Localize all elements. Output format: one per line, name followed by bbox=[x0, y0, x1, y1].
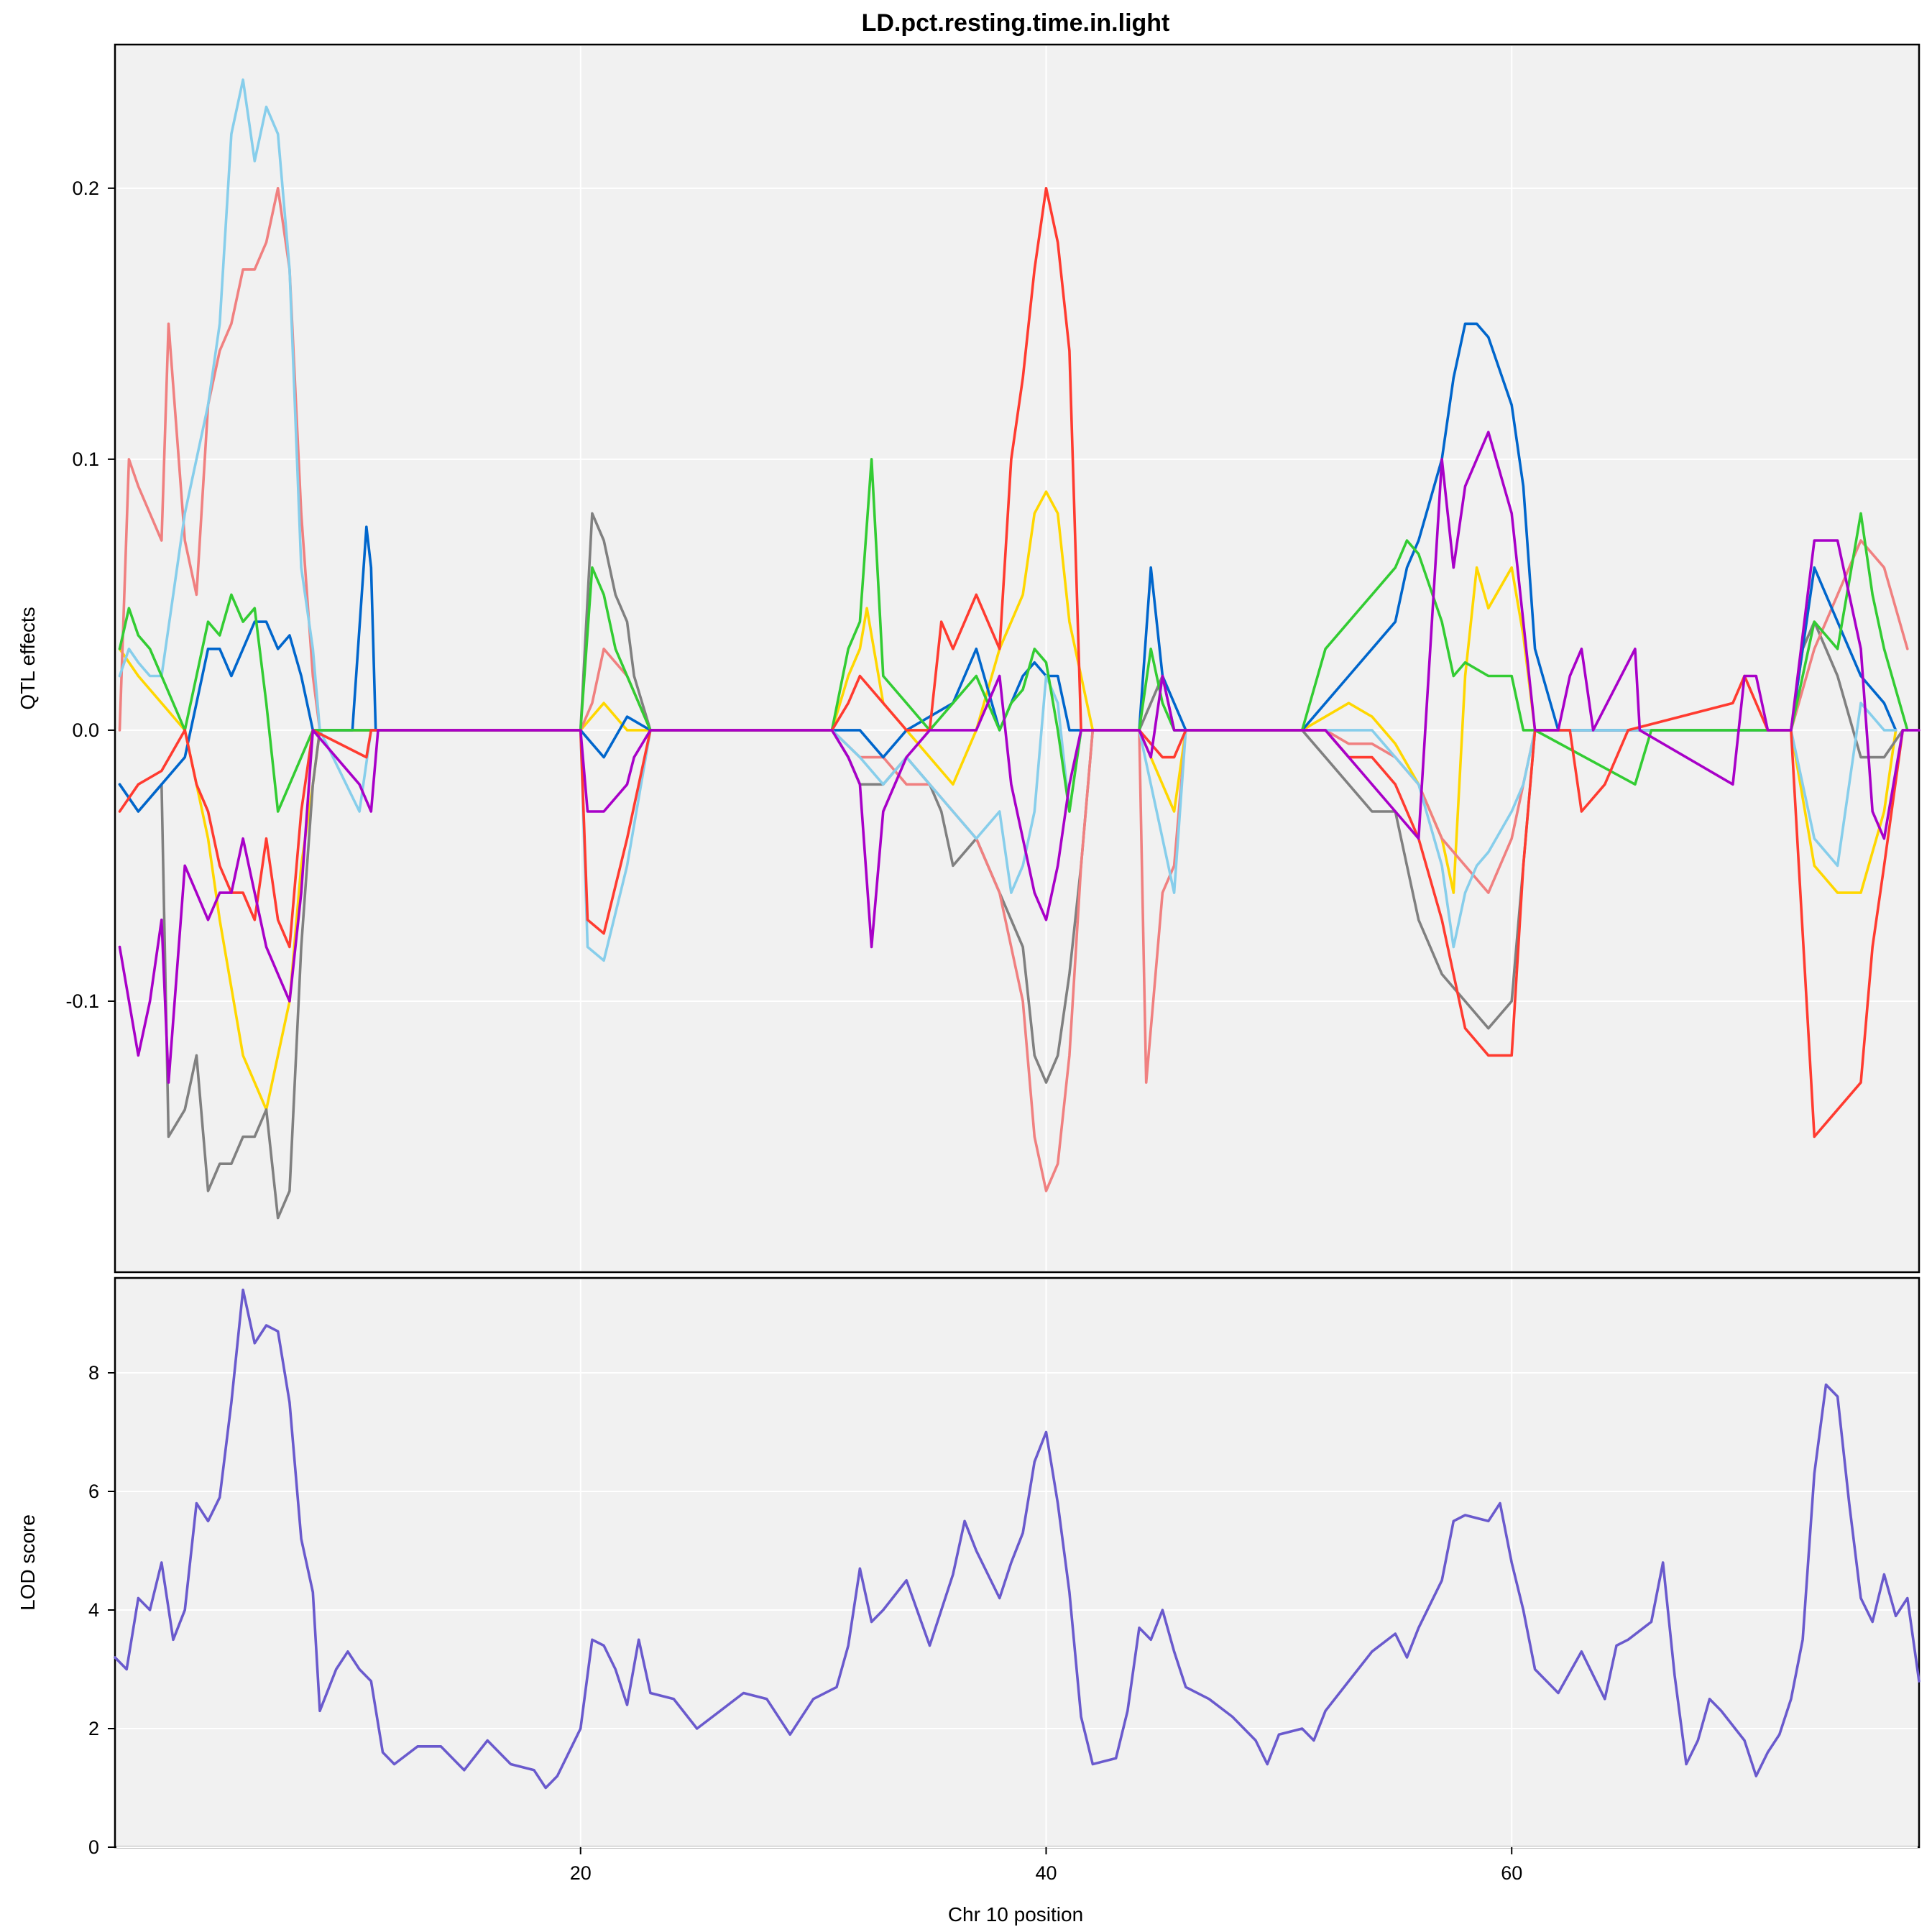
x-axis: 20 40 60 bbox=[570, 1847, 1522, 1884]
x-tick-label: 60 bbox=[1501, 1862, 1522, 1884]
effects-y-tick-label: 0.1 bbox=[72, 448, 99, 470]
lod-gridlines bbox=[116, 1279, 1918, 1848]
effects-series-h bbox=[118, 431, 1920, 1084]
effects-series-e bbox=[118, 78, 1898, 962]
effects-y-axis-title: QTL effects bbox=[17, 607, 39, 709]
effects-panel bbox=[114, 43, 1920, 1274]
effects-series-c bbox=[118, 187, 1909, 1192]
effects-y-tick-label: -0.1 bbox=[65, 990, 99, 1012]
lod-y-axis-title: LOD score bbox=[17, 1514, 39, 1611]
lod-y-tick-label: 2 bbox=[88, 1718, 99, 1739]
x-tick-label: 40 bbox=[1035, 1862, 1057, 1884]
lod-series-group bbox=[114, 1288, 1920, 1790]
effects-series-a bbox=[118, 490, 1898, 1111]
x-tick-label: 20 bbox=[570, 1862, 592, 1884]
lod-series-lod bbox=[114, 1288, 1920, 1790]
lod-panel bbox=[114, 1276, 1920, 1849]
effects-series-f bbox=[118, 458, 1909, 813]
effects-series-group bbox=[118, 78, 1920, 1220]
effects-y-axis: -0.1 0.0 0.1 0.2 bbox=[65, 178, 115, 1012]
effects-series-g bbox=[118, 187, 1905, 1138]
lod-y-axis: 0 2 4 6 8 bbox=[88, 1362, 115, 1858]
effects-series-d bbox=[118, 322, 1898, 813]
lod-y-tick-label: 6 bbox=[88, 1481, 99, 1502]
effects-y-tick-label: 0.2 bbox=[72, 178, 99, 199]
lod-y-tick-label: 4 bbox=[88, 1599, 99, 1621]
chart-title: LD.pct.resting.time.in.light bbox=[862, 9, 1170, 37]
effects-y-tick-label: 0.0 bbox=[72, 719, 99, 741]
lod-y-tick-label: 8 bbox=[88, 1362, 99, 1384]
lod-y-tick-label: 0 bbox=[88, 1836, 99, 1858]
x-axis-title: Chr 10 position bbox=[948, 1903, 1083, 1926]
